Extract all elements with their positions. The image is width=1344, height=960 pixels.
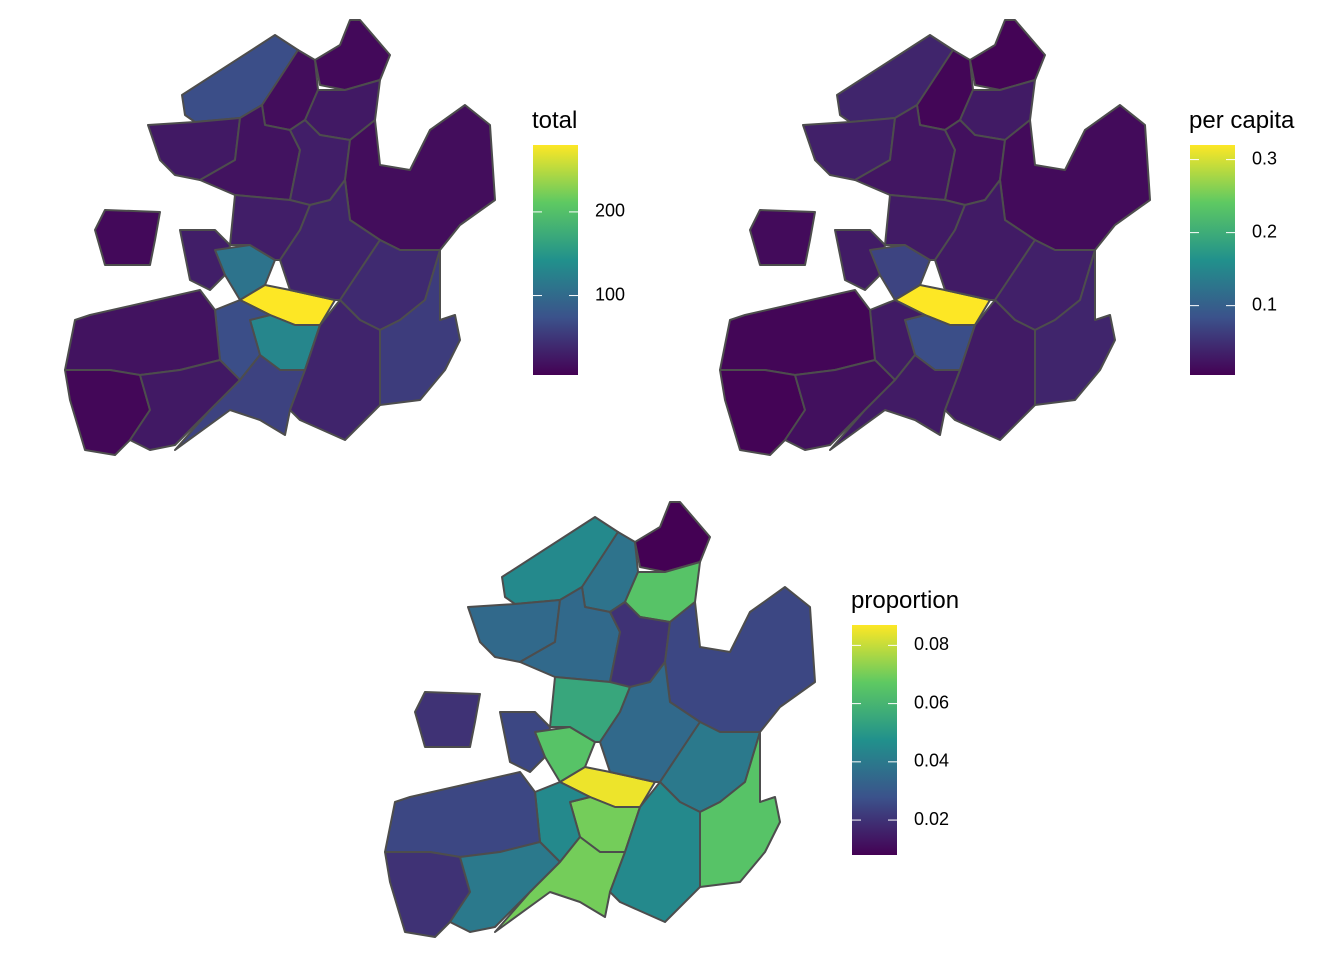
region: [784, 359, 896, 451]
tick-label: 0.04: [914, 751, 949, 771]
region: [829, 354, 961, 451]
tick-label: 200: [595, 201, 625, 221]
region: [289, 299, 381, 441]
region: [94, 209, 161, 266]
region: [174, 354, 306, 451]
colorbar: [533, 145, 578, 375]
region: [379, 249, 461, 406]
region: [344, 104, 496, 251]
region: [999, 104, 1151, 251]
colorbar: [1190, 145, 1235, 375]
region: [1034, 249, 1116, 406]
region: [749, 209, 816, 266]
region: [944, 299, 1036, 441]
tick-label: 0.1: [1252, 294, 1277, 314]
region: [719, 289, 876, 376]
colorbar: [852, 625, 897, 855]
tick-label: 0.3: [1252, 148, 1277, 168]
region: [449, 841, 561, 933]
legend-title: proportion: [851, 587, 959, 614]
tick-label: 0.02: [914, 809, 949, 829]
tick-label: 0.2: [1252, 221, 1277, 241]
region: [969, 19, 1046, 91]
tick-label: 0.08: [914, 634, 949, 654]
region: [634, 501, 711, 573]
legend-title: per capita: [1189, 107, 1295, 134]
legend-title: total: [532, 107, 577, 134]
region: [384, 771, 541, 858]
region: [414, 691, 481, 748]
region: [494, 836, 626, 933]
region: [699, 731, 781, 888]
region: [609, 781, 701, 923]
region: [129, 359, 241, 451]
region: [664, 586, 816, 733]
region: [314, 19, 391, 91]
region: [64, 289, 221, 376]
tick-label: 100: [595, 284, 625, 304]
tick-label: 0.06: [914, 692, 949, 712]
